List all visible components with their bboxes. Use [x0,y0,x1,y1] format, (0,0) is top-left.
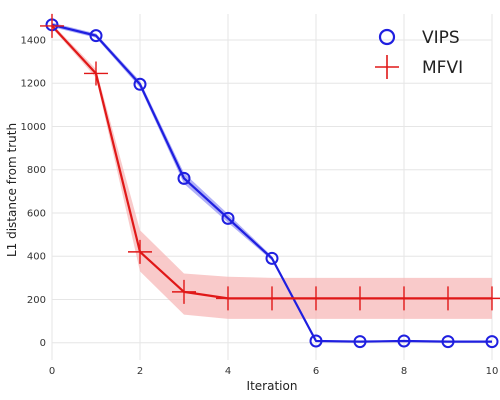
tick-labels: 0 2 4 6 8 10 0 200 400 600 800 1000 1200 1400 [21,35,499,377]
x-tick-label: 8 [401,366,407,377]
point-vips [89,29,103,43]
y-tick-label: 1200 [21,79,46,90]
point-vips [397,334,411,348]
point-vips [441,335,455,349]
point-vips [265,251,279,265]
legend-marker-mfvi [375,55,399,79]
legend-label-mfvi: MFVI [422,58,463,78]
x-tick-label: 6 [313,366,319,377]
y-axis-label: L1 distance from truth [5,123,19,257]
point-mfvi [260,286,284,311]
point-mfvi [84,61,108,86]
x-tick-label: 10 [486,366,499,377]
x-tick-label: 2 [137,366,143,377]
point-mfvi [436,286,460,311]
point-mfvi [172,279,196,304]
point-vips [177,171,191,185]
y-tick-label: 1400 [21,35,46,46]
series-markers [40,13,500,349]
x-tick-label: 4 [225,366,231,377]
legend-item-vips: VIPS [378,28,460,48]
point-vips [309,334,323,348]
y-tick-label: 600 [27,208,46,219]
point-vips [221,211,235,225]
legend: VIPS MFVI [375,28,463,79]
y-tick-label: 800 [27,165,46,176]
y-tick-label: 200 [27,295,46,306]
point-mfvi [480,286,500,311]
y-tick-label: 1000 [21,122,46,133]
x-axis-label: Iteration [247,379,298,393]
point-vips [353,335,367,349]
legend-label-vips: VIPS [422,28,460,48]
legend-item-mfvi: MFVI [375,55,463,79]
point-vips [133,77,147,91]
point-mfvi [392,286,416,311]
x-tick-label: 0 [49,366,55,377]
point-mfvi [304,286,328,311]
y-tick-label: 0 [40,338,46,349]
point-mfvi [216,286,240,311]
point-vips [485,335,499,349]
y-tick-label: 400 [27,252,46,263]
point-mfvi [348,286,372,311]
point-mfvi [40,13,64,38]
point-mfvi [128,239,152,264]
legend-marker-vips [378,28,396,46]
grid [51,14,493,360]
line-vips [51,23,492,343]
